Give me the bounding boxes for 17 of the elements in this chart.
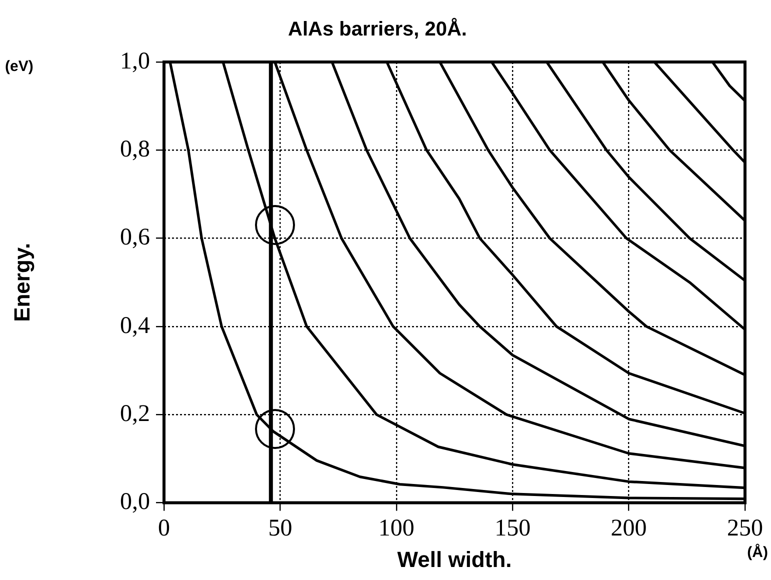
x-tick-label: 250: [727, 515, 763, 542]
x-tick-label: 0: [158, 515, 170, 542]
y-tick-label: 0,4: [120, 312, 150, 339]
y-tick-label: 0,8: [120, 136, 150, 162]
x-tick-label: 150: [494, 515, 531, 542]
x-tick-label: 100: [378, 515, 414, 542]
text: (eV): [5, 58, 34, 76]
x-axis-title: Well width.: [397, 546, 512, 572]
x-tick-label: 200: [610, 515, 647, 542]
y-tick-label: 0,6: [120, 224, 150, 251]
text: (Å): [747, 542, 768, 561]
y-tick-label: 1,0: [120, 48, 150, 74]
chart-title: AlAs barriers, 20Å.: [288, 18, 467, 41]
y-tick-label: 0,2: [120, 400, 150, 427]
x-tick-label: 50: [268, 515, 292, 542]
y-tick-label: 0,0: [120, 489, 150, 516]
y-axis-title: Energy.: [9, 242, 34, 322]
